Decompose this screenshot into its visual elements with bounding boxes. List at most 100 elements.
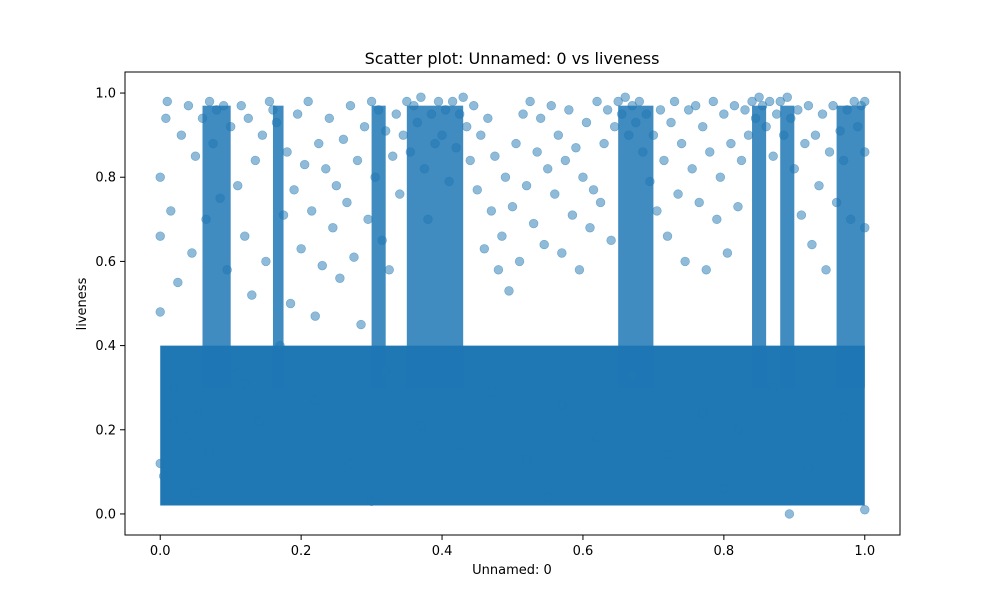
scatter-point [275, 429, 285, 439]
scatter-point [222, 265, 232, 275]
scatter-point [606, 235, 616, 246]
scatter-point [423, 214, 433, 225]
scatter-point [648, 130, 659, 140]
scatter-point [426, 109, 437, 119]
scatter-point [581, 117, 592, 128]
scatter-point [810, 130, 821, 140]
scatter-point [543, 492, 553, 502]
scatter-point [571, 143, 581, 153]
scatter-point [507, 201, 518, 212]
scatter-point [342, 197, 352, 208]
scatter-point [454, 109, 465, 119]
scatter-point [211, 105, 222, 115]
scatter-point [821, 265, 831, 275]
scatter-point [180, 433, 190, 443]
y-axis-title: liveness [75, 277, 90, 330]
scatter-point [155, 307, 165, 317]
scatter-point [761, 122, 771, 132]
scatter-point [469, 100, 479, 111]
scatter-point [430, 138, 440, 149]
scatter-point [268, 105, 278, 115]
scatter-point [437, 130, 447, 140]
scatter-point [557, 399, 567, 410]
scatter-point [490, 151, 500, 161]
x-axis-title: Unnamed: 0 [472, 563, 552, 578]
scatter-point [303, 96, 313, 107]
scatter-point [574, 265, 585, 275]
scatter-point [412, 117, 423, 128]
scatter-point [236, 100, 246, 111]
scatter-point [377, 235, 387, 246]
scatter-point [789, 164, 800, 174]
scatter-point [754, 92, 764, 102]
scatter-point [433, 96, 444, 107]
scatter-point [465, 155, 475, 166]
scatter-point [176, 130, 187, 140]
scatter-point [183, 100, 194, 111]
scatter-point [521, 454, 532, 464]
scatter-point [292, 109, 303, 119]
scatter-point [215, 193, 225, 203]
scatter-point [849, 96, 859, 107]
scatter-point [666, 117, 676, 128]
scatter-point [543, 164, 553, 174]
scatter-point [824, 147, 835, 157]
scatter-point [271, 117, 282, 128]
scatter-point [687, 164, 697, 174]
scatter-point [602, 105, 613, 115]
scatter-point [261, 256, 271, 267]
scatter-point [373, 105, 384, 115]
scatter-point [835, 126, 845, 136]
scatter-point [194, 404, 204, 414]
scatter-point [345, 458, 356, 469]
scatter-point [860, 223, 870, 233]
scatter-point [366, 496, 377, 507]
scatter-point [416, 420, 426, 431]
scatter-point [620, 92, 630, 102]
scatter-point [631, 117, 641, 128]
scatter-point [257, 130, 268, 140]
scatter-point [747, 96, 757, 107]
scatter-point [592, 433, 602, 443]
scatter-point [398, 130, 408, 140]
scatter-point [335, 273, 345, 283]
scatter-point [518, 109, 528, 119]
scatter-point [807, 239, 817, 250]
scatter-point [757, 100, 768, 111]
scatter-point [497, 231, 507, 241]
scatter-point [370, 172, 380, 182]
dense-point-band [160, 345, 865, 506]
x-tick-label: 0.0 [150, 544, 171, 559]
scatter-point [289, 185, 299, 195]
scatter-point [638, 147, 648, 157]
scatter-point [440, 105, 451, 115]
scatter-point [483, 113, 493, 124]
scatter-point [743, 130, 754, 140]
y-tick-label: 0.2 [95, 423, 116, 438]
chart-title: Scatter plot: Unnamed: 0 vs liveness [365, 49, 660, 68]
scatter-point [535, 113, 546, 124]
scatter-point [173, 277, 183, 288]
scatter-point [328, 223, 338, 233]
scatter-point [345, 100, 356, 111]
scatter-point [321, 164, 331, 174]
x-axis: 0.0 0.2 0.4 0.6 0.8 1.0 [150, 535, 875, 559]
scatter-point [363, 214, 373, 225]
scatter-point [736, 155, 747, 166]
scatter-point [331, 180, 342, 191]
scatter-point [225, 122, 236, 132]
scatter-point [775, 96, 785, 107]
scatter-point [578, 172, 588, 182]
scatter-point [349, 252, 359, 262]
scatter-point [624, 130, 634, 140]
scatter-point [296, 244, 306, 254]
dense-streak [371, 105, 386, 388]
y-tick-label: 0.0 [95, 507, 116, 522]
scatter-point [733, 425, 743, 435]
scatter-point [786, 113, 796, 124]
scatter-point [307, 206, 317, 216]
scatter-point [359, 122, 370, 132]
plot-area [124, 71, 901, 536]
scatter-point [240, 231, 250, 241]
scatter-point [416, 92, 426, 102]
